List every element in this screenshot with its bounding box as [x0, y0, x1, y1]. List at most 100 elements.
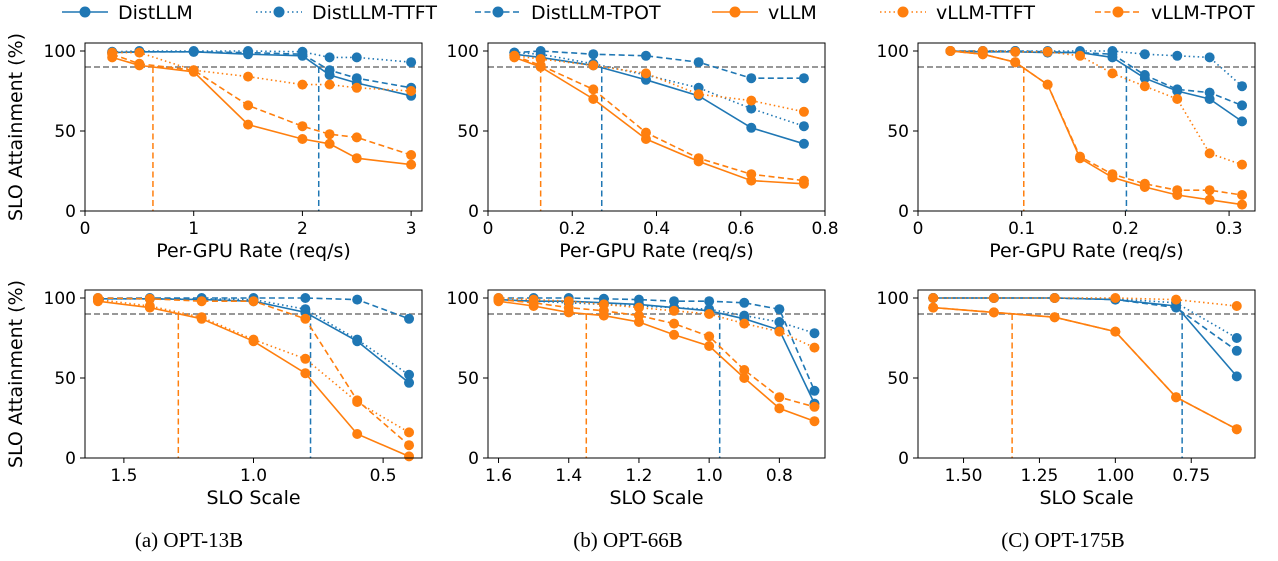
chart-panel-2: 0 0.2 0.4 0.6 0.8 0 50 100 Per-GPU Rate (req/s) — [447, 42, 839, 262]
legend-label: vLLM-TPOT — [1151, 2, 1255, 24]
data-point — [535, 60, 546, 71]
data-point — [144, 293, 155, 304]
data-point — [324, 129, 335, 140]
x-tick-label: 1.25 — [1021, 466, 1059, 486]
y-tick-label: 50 — [457, 369, 479, 389]
data-point — [352, 429, 363, 439]
x-tick-label: 1 — [188, 219, 199, 239]
data-point — [1237, 199, 1248, 210]
y-tick-label: 0 — [65, 449, 76, 469]
series-vllm-ttft — [509, 50, 809, 117]
data-point — [693, 153, 704, 164]
data-point — [774, 317, 785, 327]
x-tick-label: 0.3 — [1216, 219, 1243, 239]
data-point — [352, 395, 363, 406]
data-point — [107, 49, 118, 60]
series-distllm — [509, 49, 809, 149]
data-point — [1204, 148, 1215, 159]
data-point — [1237, 159, 1248, 170]
chart-panel-6: 1.50 1.25 1.00 0.75 0 50 100 SLO Scale — [877, 289, 1256, 509]
x-tick-label: 3 — [406, 219, 417, 239]
chart-panel-3: 0 0.1 0.2 0.3 0 50 100 Per-GPU Rate (req/s) — [877, 42, 1256, 262]
legend-label: vLLM-TTFT — [936, 2, 1035, 24]
y-tick-label: 100 — [877, 289, 909, 309]
series-distllm — [493, 294, 820, 409]
x-tick-label: 0 — [913, 219, 924, 239]
data-point — [1172, 185, 1183, 196]
data-point — [669, 318, 680, 329]
data-point — [1231, 345, 1242, 356]
data-point — [1204, 185, 1215, 196]
legend-entry: DistLLM — [62, 2, 193, 24]
data-point — [406, 159, 417, 170]
series-line — [498, 298, 815, 334]
data-point — [404, 440, 415, 451]
x-tick-label: 0.2 — [1112, 219, 1139, 239]
series-line — [498, 298, 815, 408]
data-point — [1237, 100, 1248, 111]
data-point — [1171, 294, 1182, 305]
caption-c: (C) OPT-175B — [1001, 528, 1125, 552]
series-line — [514, 51, 805, 127]
data-point — [134, 47, 145, 58]
data-point — [739, 297, 750, 308]
data-point — [1049, 293, 1060, 303]
data-point — [1172, 50, 1183, 61]
data-point — [196, 312, 207, 323]
data-point — [351, 132, 362, 143]
data-point — [1237, 81, 1248, 92]
data-point — [188, 65, 199, 76]
data-point — [746, 73, 757, 84]
x-tick-label: 0.4 — [643, 219, 670, 239]
data-point — [351, 82, 362, 93]
data-point — [1010, 46, 1021, 57]
data-point — [988, 307, 999, 318]
series-line — [933, 306, 1238, 430]
legend-label: DistLLM — [118, 2, 193, 24]
x-axis-label: Per-GPU Rate (req/s) — [156, 240, 351, 262]
series-line — [112, 50, 412, 63]
data-point — [92, 293, 103, 303]
data-point — [324, 52, 335, 63]
data-point — [669, 329, 680, 340]
chart-panel-5: 1.6 1.4 1.2 1.0 0.8 0 50 100 SLO Scale — [447, 289, 826, 509]
series-vllm — [928, 302, 1242, 435]
data-point — [297, 79, 308, 90]
data-point — [351, 52, 362, 63]
caption-b: (b) OPT-66B — [573, 528, 683, 552]
data-point — [509, 50, 520, 61]
x-tick-label: 1.4 — [555, 466, 582, 486]
series-line — [97, 298, 410, 434]
x-tick-label: 0 — [80, 219, 91, 239]
data-point — [1139, 70, 1150, 80]
data-point — [404, 313, 415, 324]
x-axis-label: SLO Scale — [609, 487, 703, 509]
data-point — [1171, 302, 1182, 313]
legend-entry: vLLM-TPOT — [1095, 2, 1255, 24]
series-vllm-ttft — [928, 293, 1242, 311]
data-point — [528, 297, 539, 308]
series-line — [950, 50, 1243, 206]
data-point — [774, 403, 785, 414]
plot-frame — [487, 289, 826, 459]
legend-entry: vLLM-TTFT — [880, 2, 1035, 24]
series-vllm — [509, 52, 809, 189]
data-point — [588, 94, 599, 104]
data-point — [739, 365, 750, 375]
series-line — [514, 55, 804, 182]
x-tick-label: 1.00 — [1096, 466, 1134, 486]
series-line — [950, 50, 1243, 123]
data-point — [243, 47, 254, 58]
data-point — [809, 385, 820, 396]
legend-entry: DistLLM-TTFT — [256, 2, 437, 24]
series-vllm-ttft — [945, 46, 1248, 170]
series-distllm-tpot — [509, 46, 809, 84]
data-point — [248, 296, 259, 307]
data-point — [1231, 424, 1242, 435]
data-point — [798, 138, 809, 149]
data-point — [144, 301, 155, 311]
y-tick-label: 0 — [468, 202, 479, 222]
series-line — [514, 50, 804, 79]
data-point — [640, 50, 651, 61]
